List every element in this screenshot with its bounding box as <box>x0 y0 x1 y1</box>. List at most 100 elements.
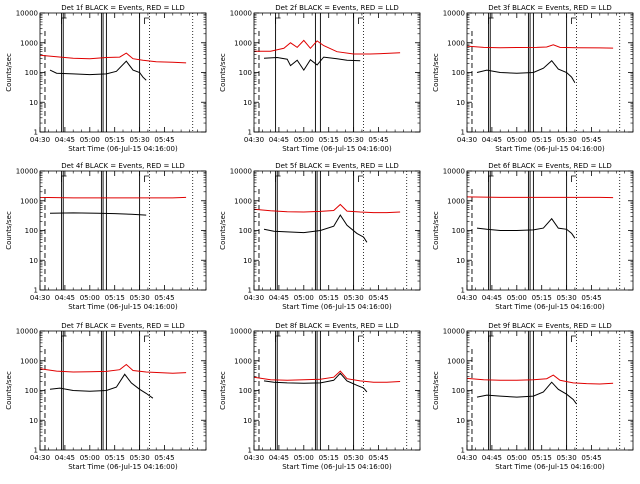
series-group <box>40 52 187 81</box>
x-axis-label: Start Time (06-Jul-15 04:16:00) <box>282 303 392 311</box>
x-axis-label: Start Time (06-Jul-15 04:16:00) <box>282 463 392 471</box>
series-line-lld <box>40 196 187 199</box>
y-tick-label: 100 <box>452 387 465 395</box>
series-line-events <box>476 59 576 84</box>
bracket-marker-right <box>571 335 577 342</box>
y-tick-label: 10 <box>243 417 252 425</box>
x-tick-label: 05:45 <box>368 136 388 144</box>
y-tick-label: 1000 <box>234 39 252 47</box>
y-tick-label: 1 <box>248 129 252 137</box>
series-line-lld <box>467 196 614 199</box>
marker-lines <box>44 331 194 450</box>
y-tick-label: 100 <box>25 387 38 395</box>
x-tick-label: 05:45 <box>581 454 601 462</box>
x-tick-label: 05:45 <box>581 294 601 302</box>
y-tick-label: 100 <box>452 69 465 77</box>
x-tick-label: 05:30 <box>557 454 577 462</box>
y-axis-label: Counts/sec <box>5 53 13 92</box>
x-tick-label: 05:15 <box>105 136 125 144</box>
series-line-events <box>263 372 368 393</box>
y-tick-label: 10000 <box>230 10 252 18</box>
series-group <box>467 196 614 239</box>
bracket-marker-left <box>488 335 494 342</box>
chart-panel-5: Det 5f BLACK = Events, RED = LLD 1 10 100 10… <box>219 162 421 311</box>
y-tick-label: 10 <box>29 99 38 107</box>
bracket-marker-right <box>144 175 150 182</box>
y-tick-label: 1 <box>461 129 465 137</box>
y-axis-label: Counts/sec <box>432 371 440 410</box>
x-tick-label: 05:00 <box>294 454 314 462</box>
x-tick-label: 04:45 <box>269 136 289 144</box>
marker-lines <box>44 171 194 290</box>
x-tick-label: 05:30 <box>130 136 150 144</box>
x-axis-label: Start Time (06-Jul-15 04:16:00) <box>495 303 605 311</box>
series-line-lld <box>40 363 187 374</box>
x-axis-label: Start Time (06-Jul-15 04:16:00) <box>68 303 178 311</box>
chart-title: Det 7f BLACK = Events, RED = LLD <box>61 322 184 330</box>
bracket-marker-left <box>275 17 281 24</box>
y-tick-label: 1000 <box>20 39 38 47</box>
chart-panel-1: Det 1f BLACK = Events, RED = LLD 1 10 100 10… <box>5 4 207 153</box>
x-tick-label: 05:00 <box>294 136 314 144</box>
bracket-marker-right <box>571 175 577 182</box>
bracket-marker-right <box>358 17 364 24</box>
marker-lines <box>471 171 621 290</box>
y-tick-label: 10 <box>29 417 38 425</box>
marker-lines <box>471 331 621 450</box>
bracket-marker-left <box>488 17 494 24</box>
x-tick-label: 05:30 <box>130 454 150 462</box>
y-axis-label: Counts/sec <box>219 211 227 250</box>
x-tick-label: 04:45 <box>55 136 75 144</box>
y-tick-label: 10000 <box>230 328 252 336</box>
chart-title: Det 3f BLACK = Events, RED = LLD <box>488 4 611 12</box>
y-axis-label: Counts/sec <box>432 211 440 250</box>
chart-title: Det 4f BLACK = Events, RED = LLD <box>61 162 184 170</box>
x-tick-label: 04:45 <box>269 294 289 302</box>
bracket-marker-right <box>358 335 364 342</box>
y-tick-label: 10000 <box>443 10 465 18</box>
series-group <box>254 39 401 72</box>
x-axis-label: Start Time (06-Jul-15 04:16:00) <box>495 145 605 153</box>
bracket-marker-right <box>144 17 150 24</box>
x-tick-label: 05:45 <box>368 454 388 462</box>
series-line-lld <box>40 52 187 64</box>
plot-frame <box>39 12 207 133</box>
series-group <box>467 374 614 405</box>
x-tick-label: 05:00 <box>507 136 527 144</box>
y-tick-label: 1 <box>461 287 465 295</box>
y-tick-label: 10 <box>243 257 252 265</box>
x-tick-label: 05:15 <box>319 294 339 302</box>
series-line-events <box>476 381 578 405</box>
x-tick-label: 05:30 <box>344 454 364 462</box>
x-tick-label: 05:30 <box>344 294 364 302</box>
y-tick-label: 1 <box>248 447 252 455</box>
y-tick-label: 100 <box>25 69 38 77</box>
x-tick-label: 04:30 <box>30 454 50 462</box>
bracket-marker-left <box>61 335 67 342</box>
y-tick-label: 1 <box>461 447 465 455</box>
x-tick-label: 05:45 <box>154 454 174 462</box>
series-line-lld <box>254 370 401 383</box>
bracket-marker-right <box>571 17 577 24</box>
series-group <box>254 370 401 393</box>
y-tick-label: 10 <box>456 417 465 425</box>
y-tick-label: 10000 <box>443 168 465 176</box>
series-line-events <box>49 373 154 399</box>
series-group <box>467 44 614 84</box>
y-tick-label: 1000 <box>447 197 465 205</box>
y-tick-label: 10000 <box>16 168 38 176</box>
x-tick-label: 05:30 <box>344 136 364 144</box>
y-axis-label: Counts/sec <box>219 371 227 410</box>
x-tick-label: 05:00 <box>294 294 314 302</box>
y-tick-label: 10000 <box>230 168 252 176</box>
plot-frame <box>466 330 634 451</box>
x-tick-label: 05:00 <box>80 136 100 144</box>
chart-panel-7: Det 7f BLACK = Events, RED = LLD 1 10 100 10… <box>5 322 207 471</box>
y-tick-label: 1000 <box>234 357 252 365</box>
plot-frame <box>253 12 421 133</box>
y-tick-label: 100 <box>239 227 252 235</box>
marker-lines <box>44 13 194 132</box>
x-tick-label: 05:00 <box>80 454 100 462</box>
chart-panel-2: Det 2f BLACK = Events, RED = LLD 1 10 100 10… <box>219 4 421 153</box>
bracket-marker-left <box>61 175 67 182</box>
